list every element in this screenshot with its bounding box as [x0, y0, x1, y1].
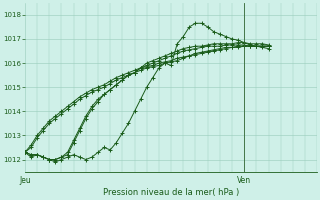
X-axis label: Pression niveau de la mer( hPa ): Pression niveau de la mer( hPa )	[103, 188, 239, 197]
